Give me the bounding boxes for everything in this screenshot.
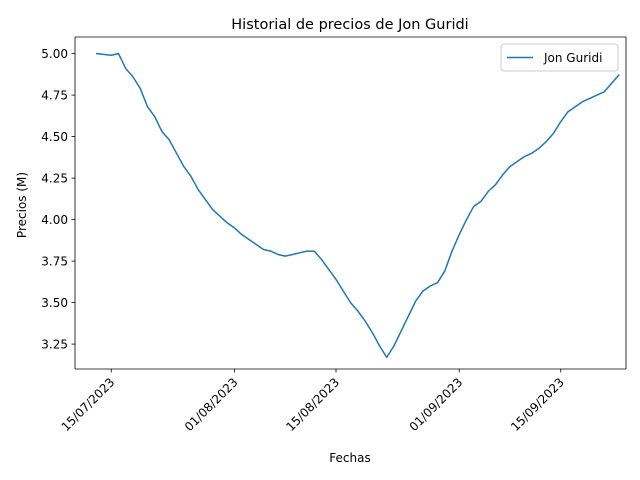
chart-title: Historial de precios de Jon Guridi xyxy=(231,17,468,33)
axes-layer xyxy=(74,36,627,370)
series-line-0 xyxy=(95,52,620,359)
line-layer xyxy=(95,52,620,359)
y-axis-label: Precios (M) xyxy=(15,172,29,238)
legend-box xyxy=(500,43,619,72)
x-axis-label: Fechas xyxy=(329,451,370,465)
y-axis-ticks: 3.25 3.50 3.75 4.00 4.25 4.50 4.75 5.00 xyxy=(41,47,75,351)
y-tick-label: 4.25 xyxy=(41,171,68,185)
legend-label: Jon Guridi xyxy=(543,51,602,65)
y-tick-label: 3.25 xyxy=(41,337,68,351)
y-tick-label: 4.75 xyxy=(41,88,68,102)
y-tick-label: 4.00 xyxy=(41,213,68,227)
y-tick-label: 5.00 xyxy=(41,47,68,61)
y-tick-label: 3.50 xyxy=(41,296,68,310)
y-tick-label: 3.75 xyxy=(41,254,68,268)
legend: Jon Guridi xyxy=(500,43,619,72)
y-tick-label: 4.50 xyxy=(41,130,68,144)
